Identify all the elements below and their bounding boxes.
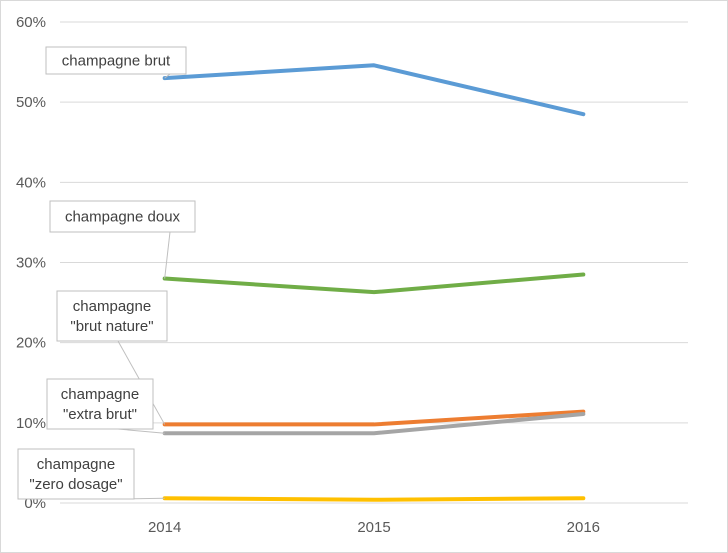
x-tick-label: 2014: [148, 519, 181, 536]
x-axis-ticks: 2014 2015 2016: [148, 519, 600, 536]
series-label: champagne brut: [62, 53, 171, 70]
series-line: [162, 409, 586, 427]
y-tick-label: 60%: [16, 14, 46, 31]
series-label: "zero dosage": [29, 476, 122, 493]
callout-box: [45, 46, 187, 75]
callout-box: [46, 378, 154, 430]
callout-leader: [164, 231, 171, 279]
x-tick-label: 2016: [567, 519, 600, 536]
series-label: "brut nature": [70, 318, 153, 335]
y-tick-label: 40%: [16, 174, 46, 191]
series-line: [162, 272, 586, 295]
series-line: [162, 496, 586, 502]
y-tick-label: 10%: [16, 415, 46, 432]
series-label: champagne: [37, 456, 115, 473]
callout-box: [49, 200, 196, 233]
series-label: champagne: [73, 298, 151, 315]
callout-box: [56, 290, 168, 342]
series-label: champagne: [61, 386, 139, 403]
callout-box: [17, 448, 135, 500]
x-tick-label: 2015: [357, 519, 390, 536]
series-label: "extra brut": [63, 406, 137, 423]
y-tick-label: 20%: [16, 335, 46, 352]
callout-leader: [117, 428, 165, 434]
series-label: champagne doux: [65, 209, 181, 226]
series-line: [162, 63, 586, 117]
gridlines: [60, 21, 688, 504]
series-callouts: champagne brut champagne doux champagne "br…: [17, 46, 196, 500]
y-tick-label: 30%: [16, 255, 46, 272]
series-line: [162, 412, 586, 436]
series-lines: [162, 63, 586, 502]
callout-leader: [164, 73, 171, 79]
y-axis-ticks: 0%10%20%30%40%50%60%: [16, 14, 46, 512]
y-tick-label: 50%: [16, 94, 46, 111]
